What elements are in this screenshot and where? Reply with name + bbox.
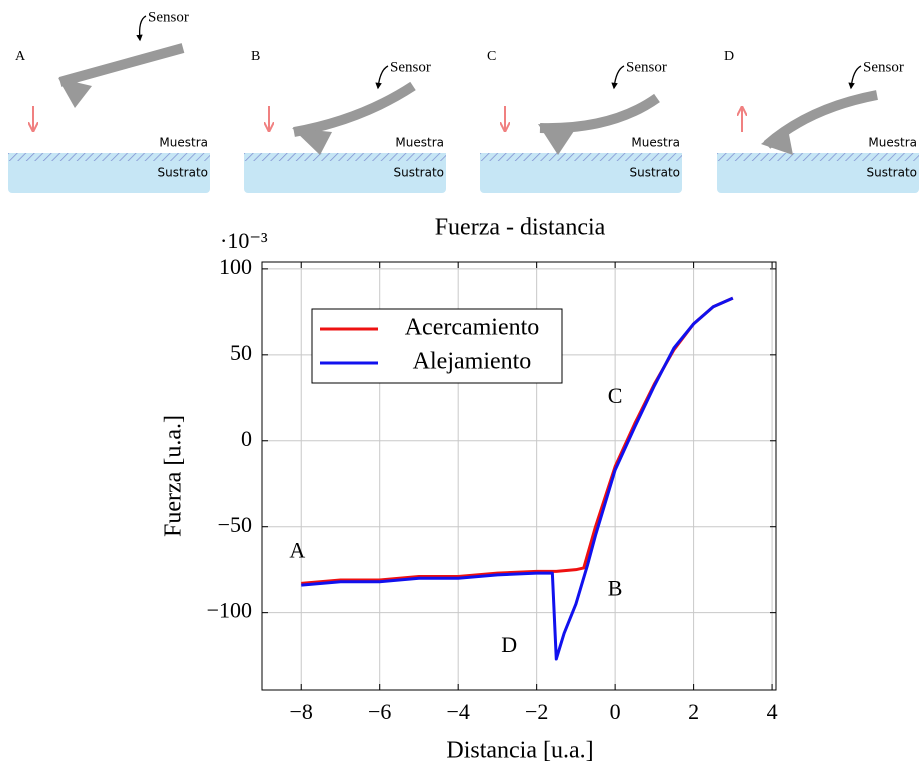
sensor-arrow	[375, 65, 389, 90]
y-tick-label: 0	[241, 426, 252, 451]
legend-box	[311, 308, 563, 384]
sample-layer	[717, 153, 919, 161]
x-tick-label: 0	[610, 699, 621, 724]
sensor-label: Sensor	[390, 59, 431, 75]
cantilever	[293, 81, 416, 137]
cantilever	[539, 93, 660, 134]
annotation: C	[608, 383, 623, 408]
sample-layer	[480, 153, 682, 161]
substrate-label: Sustrato	[393, 166, 444, 180]
legend-label: Alejamiento	[413, 349, 532, 375]
panel: Muestra Sustrato A Sensor	[8, 9, 210, 193]
y-tick-label: −100	[207, 598, 252, 623]
sensor-label: Sensor	[148, 9, 189, 25]
panel: Muestra Sustrato B Sensor	[244, 49, 446, 193]
y-scale-label: ·10⁻³	[220, 228, 268, 253]
sensor-arrow	[136, 15, 147, 42]
chart-title: Fuerza - distancia	[435, 215, 606, 241]
panel: Muestra Sustrato D Sensor	[717, 49, 919, 193]
panel-label: D	[724, 49, 734, 64]
substrate	[244, 155, 446, 193]
x-tick-label: 2	[688, 699, 699, 724]
plot-frame	[261, 261, 777, 691]
panel: Muestra Sustrato C Sensor	[480, 49, 682, 193]
sample-layer	[8, 153, 210, 161]
x-tick-label: −8	[290, 699, 313, 724]
y-tick-label: 50	[230, 340, 252, 365]
tip	[761, 124, 793, 155]
substrate	[480, 155, 682, 193]
sensor-label: Sensor	[626, 59, 667, 75]
sample-label: Muestra	[159, 136, 208, 150]
panel-label: B	[251, 49, 260, 64]
tip	[58, 78, 92, 108]
y-tick-label: 100	[219, 254, 252, 279]
substrate-label: Sustrato	[629, 166, 680, 180]
y-tick-label: −50	[218, 512, 252, 537]
sample-label: Muestra	[631, 136, 680, 150]
sample-layer	[244, 153, 446, 161]
substrate	[717, 155, 919, 193]
annotation: A	[289, 538, 305, 563]
tip	[292, 128, 332, 155]
sample-label: Muestra	[868, 136, 917, 150]
sensor-label: Sensor	[863, 59, 904, 75]
x-tick-label: −2	[525, 699, 548, 724]
y-axis-label: Fuerza [u.a.]	[161, 415, 187, 537]
sample-label: Muestra	[395, 136, 444, 150]
legend-label: Acercamiento	[405, 315, 540, 341]
data-line	[301, 296, 734, 661]
sensor-arrow	[848, 65, 862, 90]
annotation: D	[501, 632, 517, 657]
substrate-label: Sustrato	[866, 166, 917, 180]
x-tick-label: −6	[368, 699, 391, 724]
x-tick-label: 4	[767, 699, 778, 724]
panel-label: C	[487, 49, 496, 64]
substrate	[8, 155, 210, 193]
cantilever	[58, 43, 185, 87]
substrate-label: Sustrato	[157, 166, 208, 180]
x-tick-label: −4	[446, 699, 469, 724]
panel-label: A	[15, 49, 26, 64]
sensor-arrow	[611, 65, 625, 90]
tip	[538, 124, 576, 155]
x-axis-label: Distancia [u.a.]	[446, 738, 593, 764]
annotation: B	[608, 575, 623, 600]
